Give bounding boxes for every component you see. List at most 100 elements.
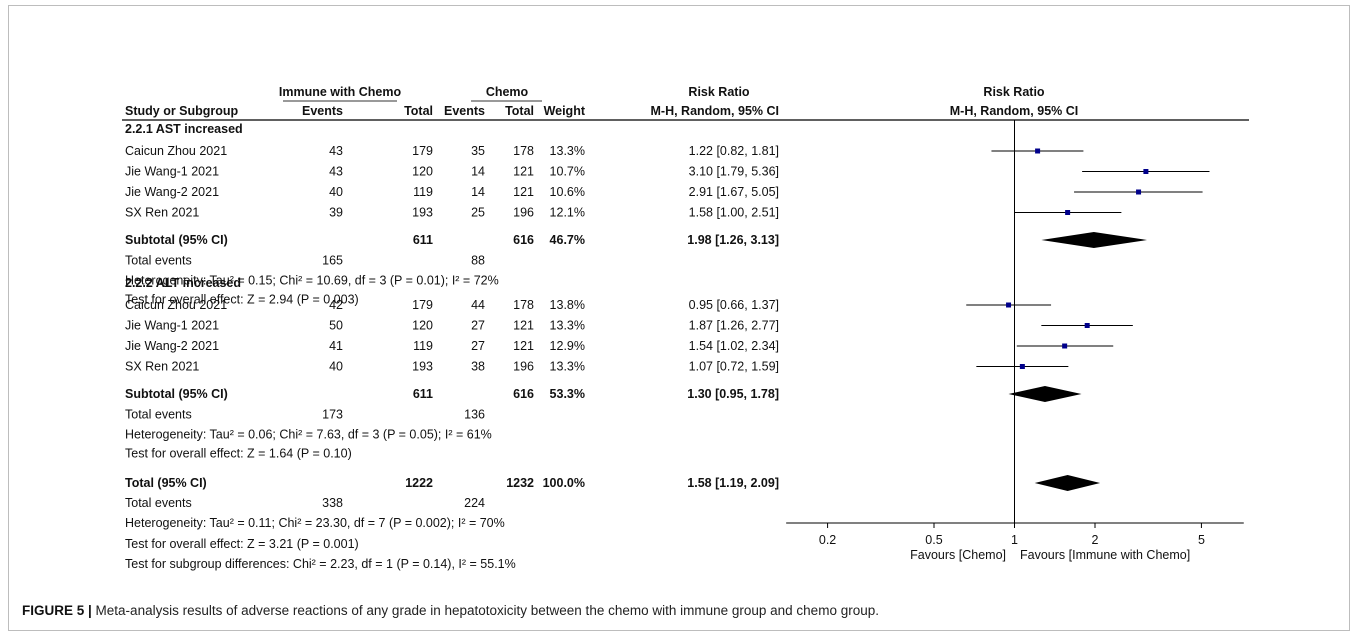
study-name: SX Ren 2021	[125, 360, 199, 374]
study-events1: 43	[329, 165, 343, 179]
study-total1: 179	[412, 144, 433, 158]
study-events1: 50	[329, 319, 343, 333]
study-total2: 121	[513, 319, 534, 333]
header-events2-col: Events	[444, 104, 485, 118]
caption-label: FIGURE 5 |	[22, 603, 92, 618]
study-weight: 13.3%	[550, 360, 585, 374]
x-tick-label: 1	[1011, 533, 1018, 547]
study-total1: 193	[412, 206, 433, 220]
study-total2: 196	[513, 360, 534, 374]
study-ci: 2.91 [1.67, 5.05]	[689, 185, 779, 199]
study-events2: 14	[471, 165, 485, 179]
study-events2: 27	[471, 319, 485, 333]
summary-ci: 1.30 [0.95, 1.78]	[687, 387, 779, 401]
study-weight: 13.8%	[550, 298, 585, 312]
events-group1: 173	[322, 408, 343, 422]
header-group2: Chemo	[486, 85, 529, 99]
total-label: Total (95% CI)	[125, 476, 207, 490]
summary-weight: 46.7%	[550, 233, 585, 247]
study-weight: 12.1%	[550, 206, 585, 220]
header-plot-method: M-H, Random, 95% CI	[950, 104, 1079, 118]
summary-weight: 100.0%	[543, 476, 585, 490]
study-weight: 12.9%	[550, 339, 585, 353]
study-ci: 1.22 [0.82, 1.81]	[689, 144, 779, 158]
summary-total2: 1232	[506, 476, 534, 490]
study-point	[1019, 364, 1025, 369]
events-group2: 224	[464, 496, 485, 510]
study-events2: 44	[471, 298, 485, 312]
figure-frame	[8, 5, 1350, 631]
x-tick-label: 5	[1198, 533, 1205, 547]
total-events-label: Total events	[125, 408, 192, 422]
study-weight: 10.7%	[550, 165, 585, 179]
study-total2: 121	[513, 185, 534, 199]
study-name: Jie Wang-2 2021	[125, 339, 219, 353]
subgroup-differences-text: Test for subgroup differences: Chi² = 2.…	[125, 557, 516, 571]
figure-caption: FIGURE 5 | Meta-analysis results of adve…	[22, 603, 879, 618]
study-name: Jie Wang-2 2021	[125, 185, 219, 199]
total-diamond	[1034, 475, 1101, 491]
events-group2: 88	[471, 254, 485, 268]
study-point	[1084, 323, 1090, 328]
summary-total2: 616	[513, 233, 534, 247]
study-events1: 42	[329, 298, 343, 312]
study-point	[1143, 169, 1149, 174]
subtotal-diamond	[1008, 386, 1082, 402]
total-events-label: Total events	[125, 254, 192, 268]
heterogeneity-text: Heterogeneity: Tau² = 0.15; Chi² = 10.69…	[125, 274, 499, 288]
favours-left-label: Favours [Chemo]	[910, 548, 1006, 562]
study-events1: 41	[329, 339, 343, 353]
study-point	[1136, 189, 1142, 195]
subtotal-label: Subtotal (95% CI)	[125, 233, 228, 247]
total-events-label: Total events	[125, 496, 192, 510]
study-point	[1062, 343, 1068, 349]
study-total2: 121	[513, 165, 534, 179]
study-events1: 43	[329, 144, 343, 158]
events-group1: 165	[322, 254, 343, 268]
study-total1: 119	[413, 185, 433, 199]
study-events2: 27	[471, 339, 485, 353]
study-weight: 10.6%	[550, 185, 585, 199]
events-group1: 338	[322, 496, 343, 510]
study-events1: 39	[329, 206, 343, 220]
study-events2: 35	[471, 144, 485, 158]
header-method-col: M-H, Random, 95% CI	[651, 104, 780, 118]
x-tick-label: 2	[1092, 533, 1099, 547]
overall-effect-text: Test for overall effect: Z = 1.64 (P = 0…	[125, 447, 352, 461]
study-total1: 179	[412, 298, 433, 312]
study-total2: 178	[513, 144, 534, 158]
study-point	[1035, 148, 1041, 154]
study-point	[1065, 210, 1071, 215]
header-study-col: Study or Subgroup	[125, 104, 239, 118]
subgroup-title: 2.2.2 ALT increased	[125, 276, 241, 290]
summary-ci: 1.58 [1.19, 2.09]	[687, 476, 779, 490]
study-name: Caicun Zhou 2021	[125, 144, 227, 158]
x-tick-label: 0.2	[819, 533, 836, 547]
study-total2: 196	[513, 206, 534, 220]
study-total1: 120	[412, 319, 433, 333]
study-ci: 0.95 [0.66, 1.37]	[689, 298, 779, 312]
header-total2-col: Total	[505, 104, 534, 118]
summary-total1: 611	[413, 233, 433, 247]
summary-ci: 1.98 [1.26, 3.13]	[687, 233, 779, 247]
study-weight: 13.3%	[550, 144, 585, 158]
study-point	[1006, 302, 1012, 308]
x-tick-label: 0.5	[925, 533, 942, 547]
header-effect: Risk Ratio	[688, 85, 749, 99]
study-total1: 193	[412, 360, 433, 374]
study-ci: 1.58 [1.00, 2.51]	[689, 206, 779, 220]
header-events1-col: Events	[302, 104, 343, 118]
study-name: Jie Wang-1 2021	[125, 165, 219, 179]
heterogeneity-text: Heterogeneity: Tau² = 0.06; Chi² = 7.63,…	[125, 428, 492, 442]
study-name: SX Ren 2021	[125, 206, 199, 220]
total-heterogeneity-text: Heterogeneity: Tau² = 0.11; Chi² = 23.30…	[125, 516, 505, 530]
overall-effect-text: Test for overall effect: Z = 2.94 (P = 0…	[125, 293, 359, 307]
study-events1: 40	[329, 360, 343, 374]
study-ci: 1.87 [1.26, 2.77]	[689, 319, 779, 333]
study-events1: 40	[329, 185, 343, 199]
subtotal-label: Subtotal (95% CI)	[125, 387, 228, 401]
study-name: Caicun Zhou 2021	[125, 298, 227, 312]
caption-text: Meta-analysis results of adverse reactio…	[91, 603, 879, 618]
header-group1: Immune with Chemo	[279, 85, 402, 99]
